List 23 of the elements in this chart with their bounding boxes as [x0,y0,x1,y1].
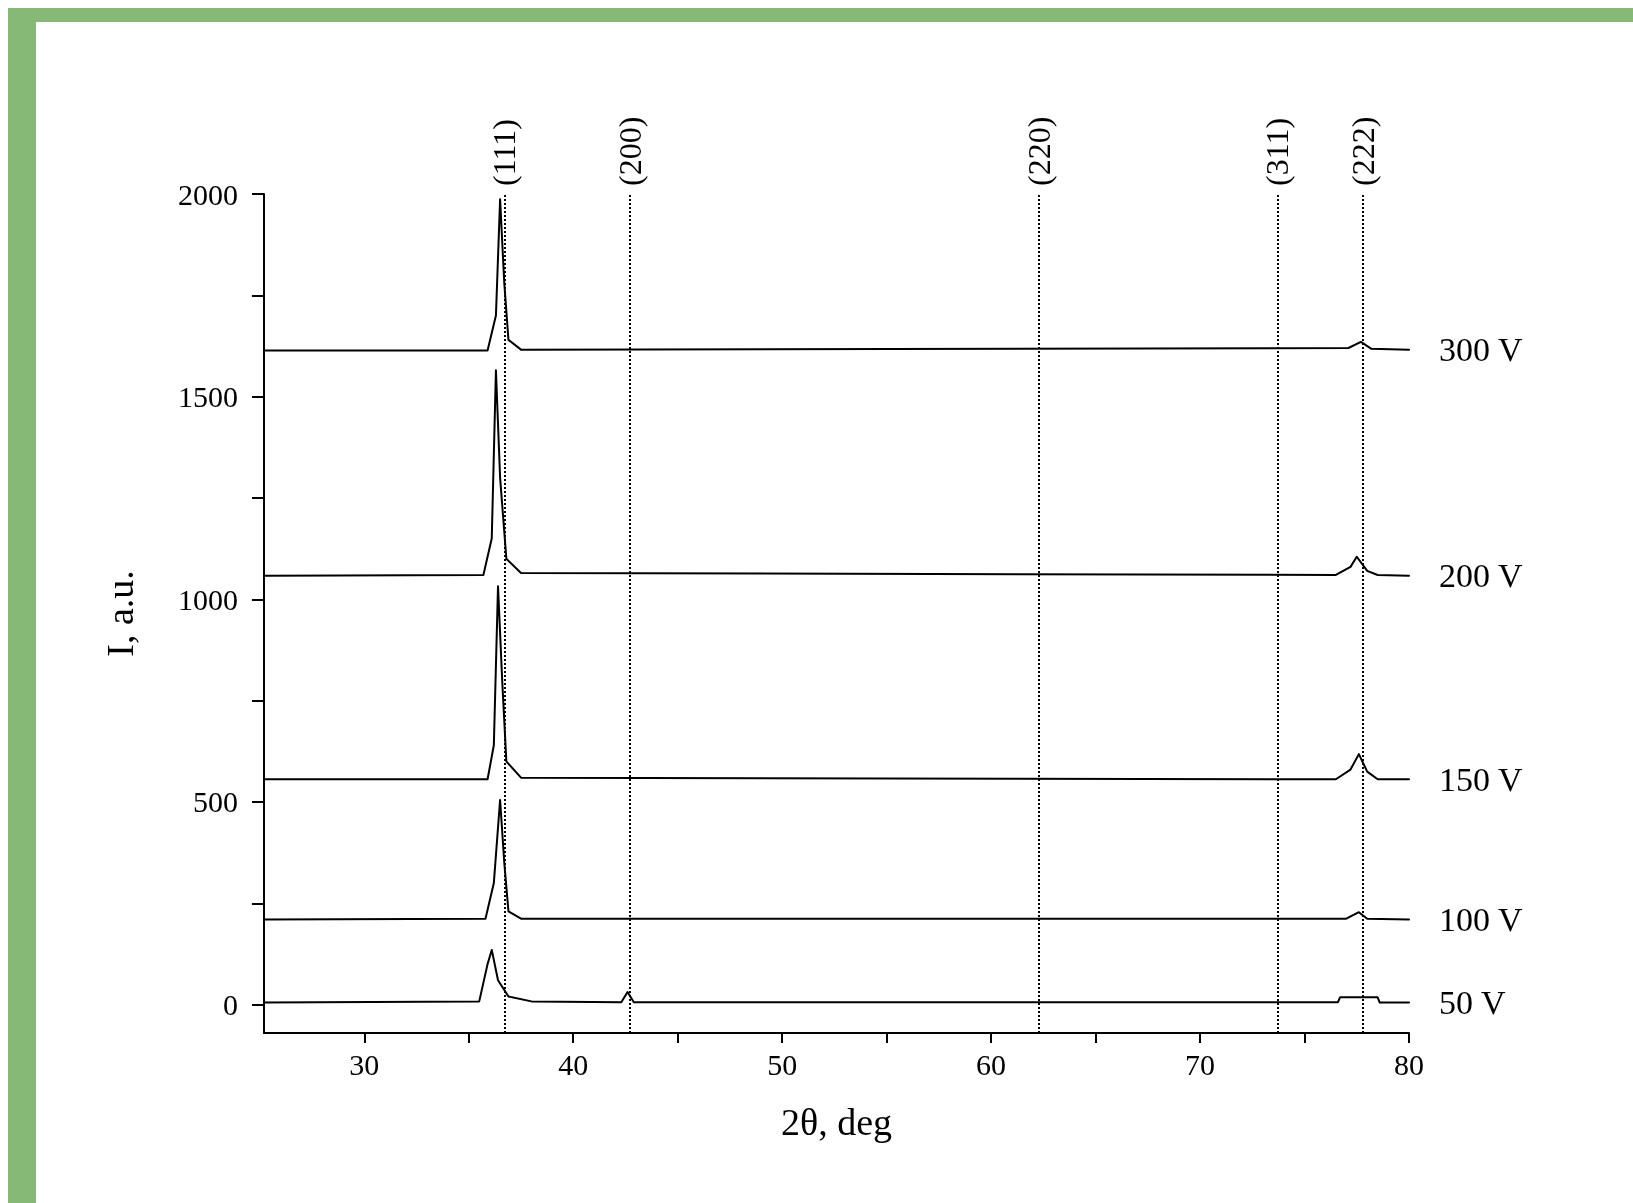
y-tick-label: 1000 [178,582,238,616]
series-label: 50 V [1439,984,1506,1022]
y-tick-label: 1500 [178,380,238,414]
y-tick-label: 500 [193,785,238,819]
text: (111) [486,119,523,186]
x-tick-label: 70 [1185,1047,1216,1081]
x-tick-label: 80 [1394,1047,1424,1081]
series-label: 150 V [1439,760,1523,798]
y-tick-label: 2000 [178,177,238,211]
x-axis-title: 2θ, deg [780,1101,893,1143]
text: (220) [1021,116,1058,186]
series-label: 300 V [1439,331,1523,369]
series-label: 100 V [1439,901,1523,939]
y-tick-label: 0 [223,988,238,1022]
text: (200) [611,116,648,186]
series-label: 200 V [1439,557,1523,595]
x-tick-label: 50 [767,1047,798,1081]
text: (222) [1345,116,1382,186]
x-tick-label: 40 [558,1047,589,1081]
text: (311) [1259,117,1296,186]
x-tick-label: 30 [349,1047,380,1081]
x-tick-label: 60 [976,1047,1007,1081]
y-axis-title: I, a.u. [99,570,141,657]
